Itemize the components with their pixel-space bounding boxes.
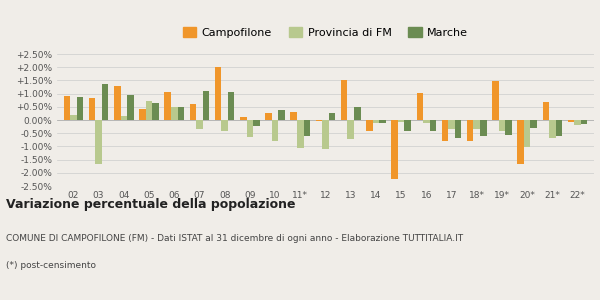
Bar: [430, 120, 436, 131]
Bar: [297, 120, 304, 148]
Bar: [455, 120, 461, 138]
Bar: [391, 120, 398, 178]
Bar: [379, 120, 386, 123]
Bar: [247, 120, 253, 137]
Text: COMUNE DI CAMPOFILONE (FM) - Dati ISTAT al 31 dicembre di ogni anno - Elaborazio: COMUNE DI CAMPOFILONE (FM) - Dati ISTAT …: [6, 234, 463, 243]
Bar: [215, 67, 221, 120]
Bar: [329, 113, 335, 120]
Bar: [322, 120, 329, 149]
Text: Variazione percentuale della popolazione: Variazione percentuale della popolazione: [6, 198, 296, 211]
Bar: [290, 112, 297, 120]
Bar: [203, 91, 209, 120]
Bar: [448, 120, 455, 129]
Bar: [517, 120, 524, 164]
Bar: [341, 80, 347, 120]
Bar: [253, 120, 260, 126]
Bar: [89, 98, 95, 120]
Bar: [164, 92, 171, 120]
Bar: [549, 120, 556, 138]
Bar: [366, 120, 373, 131]
Bar: [304, 120, 310, 136]
Bar: [265, 113, 272, 120]
Bar: [542, 101, 549, 120]
Bar: [196, 120, 203, 129]
Bar: [171, 107, 178, 120]
Bar: [505, 120, 512, 134]
Bar: [316, 120, 322, 121]
Bar: [139, 109, 146, 120]
Bar: [102, 84, 109, 120]
Bar: [347, 120, 354, 139]
Bar: [114, 86, 121, 120]
Bar: [278, 110, 285, 120]
Bar: [530, 120, 537, 128]
Bar: [581, 120, 587, 124]
Bar: [556, 120, 562, 136]
Bar: [127, 95, 134, 120]
Bar: [64, 96, 70, 120]
Bar: [221, 120, 228, 131]
Bar: [228, 92, 235, 120]
Bar: [77, 97, 83, 120]
Bar: [146, 101, 152, 120]
Bar: [473, 120, 480, 129]
Legend: Campofilone, Provincia di FM, Marche: Campofilone, Provincia di FM, Marche: [178, 22, 473, 42]
Bar: [524, 120, 530, 147]
Bar: [190, 104, 196, 120]
Bar: [574, 120, 581, 125]
Bar: [499, 120, 505, 131]
Bar: [70, 115, 77, 120]
Bar: [121, 116, 127, 120]
Text: (*) post-censimento: (*) post-censimento: [6, 261, 96, 270]
Bar: [416, 93, 423, 120]
Bar: [404, 120, 411, 131]
Bar: [354, 107, 361, 120]
Bar: [398, 120, 404, 122]
Bar: [373, 120, 379, 123]
Bar: [467, 120, 473, 141]
Bar: [95, 120, 102, 164]
Bar: [480, 120, 487, 136]
Bar: [423, 120, 430, 123]
Bar: [568, 120, 574, 122]
Bar: [492, 81, 499, 120]
Bar: [152, 103, 159, 120]
Bar: [442, 120, 448, 141]
Bar: [272, 120, 278, 141]
Bar: [240, 117, 247, 120]
Bar: [178, 107, 184, 120]
